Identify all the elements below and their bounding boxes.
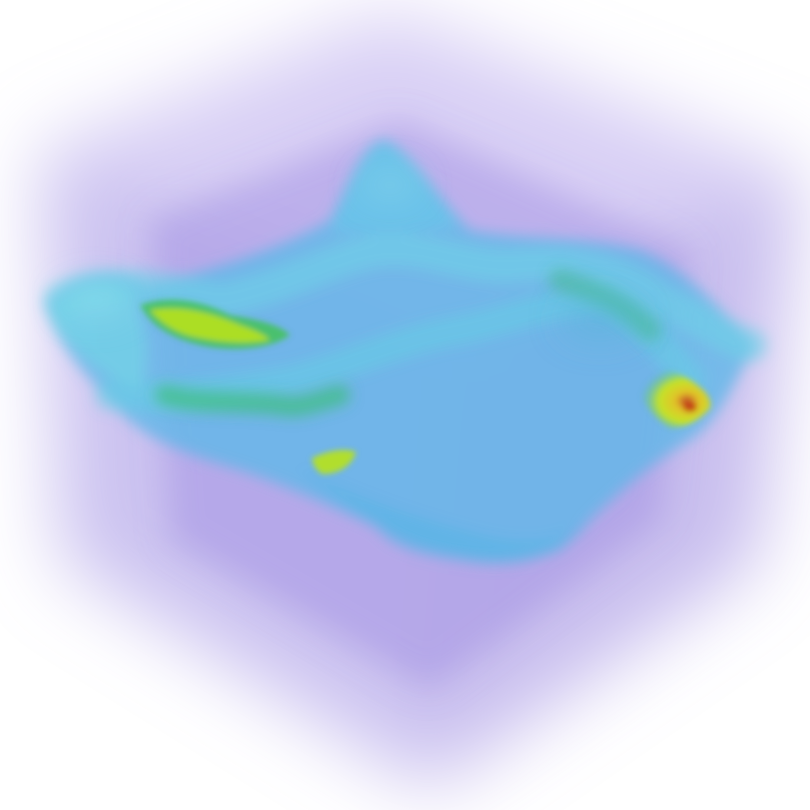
hotspot-peak [683,402,697,412]
filament-mid [165,395,340,406]
